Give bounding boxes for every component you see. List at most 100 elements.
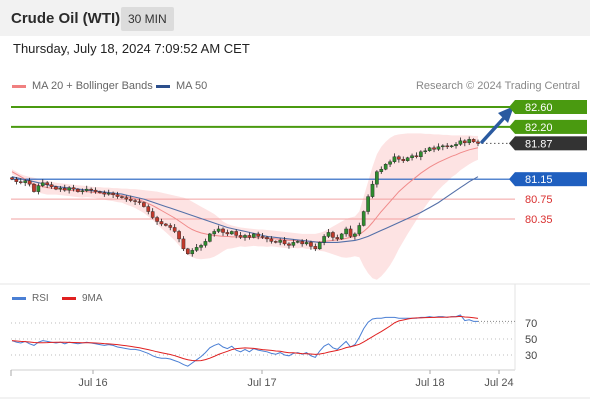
trend-arrow xyxy=(480,106,514,144)
candle xyxy=(199,243,203,251)
legend-bollinger-label: MA 20 + Bollinger Bands xyxy=(32,80,153,92)
candle xyxy=(238,232,243,240)
legend-ma50-label: MA 50 xyxy=(176,80,208,92)
legend-9ma-label: 9MA xyxy=(82,293,103,304)
candle xyxy=(194,243,199,252)
candle xyxy=(89,187,93,194)
level-label-resistance: 82.60 xyxy=(509,100,587,114)
candle xyxy=(423,148,428,154)
level-label-text: 81.15 xyxy=(525,174,553,186)
candle xyxy=(124,195,129,202)
candle xyxy=(40,179,45,188)
legend-bollinger-swatch xyxy=(12,84,26,88)
candle xyxy=(45,181,49,189)
candle xyxy=(190,248,195,257)
candle xyxy=(322,234,326,246)
candle xyxy=(230,230,234,235)
candle xyxy=(27,177,32,187)
price-levels xyxy=(11,106,515,220)
candle xyxy=(304,239,309,246)
candle xyxy=(291,239,296,248)
legend-ma50-swatch xyxy=(156,84,170,88)
research-credit: Research © 2024 Trading Central xyxy=(415,80,580,92)
candle xyxy=(18,178,23,185)
candle xyxy=(221,227,225,236)
candle xyxy=(441,144,445,151)
candle xyxy=(243,233,247,241)
legend-bollinger: MA 20 + Bollinger Bands xyxy=(12,80,153,92)
x-axis: Jul 16 Jul 17 Jul 18 Jul 24 xyxy=(10,370,514,389)
candle xyxy=(177,229,181,243)
x-tick-label: Jul 16 xyxy=(78,377,107,389)
candle xyxy=(49,181,54,189)
candle xyxy=(449,144,454,148)
candle xyxy=(366,194,370,215)
candle xyxy=(300,239,304,247)
candle xyxy=(427,146,432,152)
candle xyxy=(23,179,27,187)
candle xyxy=(361,210,366,227)
candle xyxy=(454,142,458,149)
candle xyxy=(203,238,208,248)
candle xyxy=(458,137,463,146)
rsi-line xyxy=(11,314,478,367)
candle xyxy=(317,241,322,250)
candlesticks xyxy=(10,136,480,257)
level-label-box xyxy=(515,119,587,134)
chart-header: Crude Oil (WTI) 30 MIN xyxy=(0,0,590,36)
candle xyxy=(80,188,85,195)
legend-ma50: MA 50 xyxy=(156,80,207,92)
ma50-line xyxy=(11,176,479,243)
candle xyxy=(471,138,476,143)
candle xyxy=(150,208,155,220)
candle xyxy=(120,195,124,199)
rsi-tick-label: 70 xyxy=(525,318,537,330)
legend-rsi: RSI xyxy=(12,293,49,304)
candle xyxy=(273,240,278,244)
candle xyxy=(265,235,269,243)
candle xyxy=(234,229,239,239)
level-label-text: 80.35 xyxy=(525,214,553,226)
level-label-box xyxy=(515,136,587,151)
candle xyxy=(133,198,137,205)
level-label-text: 81.87 xyxy=(525,138,553,150)
rsi-9ma-line xyxy=(11,315,479,362)
candle xyxy=(313,243,318,252)
candle xyxy=(155,215,159,225)
candle xyxy=(181,236,186,252)
candle xyxy=(260,233,265,240)
candle xyxy=(353,232,357,240)
candle xyxy=(419,150,423,161)
candle xyxy=(208,232,212,243)
candle xyxy=(401,156,406,163)
level-label-box xyxy=(515,100,587,114)
legend-9ma-swatch xyxy=(62,297,76,300)
trend-arrow-shaft xyxy=(480,117,505,144)
level-label-support: 80.35 xyxy=(525,214,553,226)
candle xyxy=(436,143,441,151)
candle xyxy=(84,185,89,193)
candle xyxy=(159,218,164,227)
level-label-pivot: 81.15 xyxy=(509,172,587,187)
candle xyxy=(326,229,331,239)
candle xyxy=(98,190,102,194)
candle xyxy=(392,153,397,164)
candle xyxy=(256,231,260,240)
candle xyxy=(212,229,217,237)
candle xyxy=(71,184,76,192)
timeframe-badge[interactable]: 30 MIN xyxy=(121,7,174,31)
rsi-tick-label: 50 xyxy=(525,334,537,346)
candle xyxy=(14,176,19,185)
level-label-pointer xyxy=(509,119,515,134)
candle xyxy=(432,145,436,153)
level-label-last-price: 81.87 xyxy=(509,136,587,151)
level-labels: 82.60 82.20 81.87 81.15 80.75 80.35 xyxy=(509,100,587,226)
candle xyxy=(247,232,252,240)
x-tick-label: Jul 18 xyxy=(415,377,444,389)
candle xyxy=(309,240,313,250)
candle xyxy=(287,242,291,249)
level-label-text: 80.75 xyxy=(525,194,553,206)
candle xyxy=(32,183,36,193)
candle xyxy=(58,185,63,192)
